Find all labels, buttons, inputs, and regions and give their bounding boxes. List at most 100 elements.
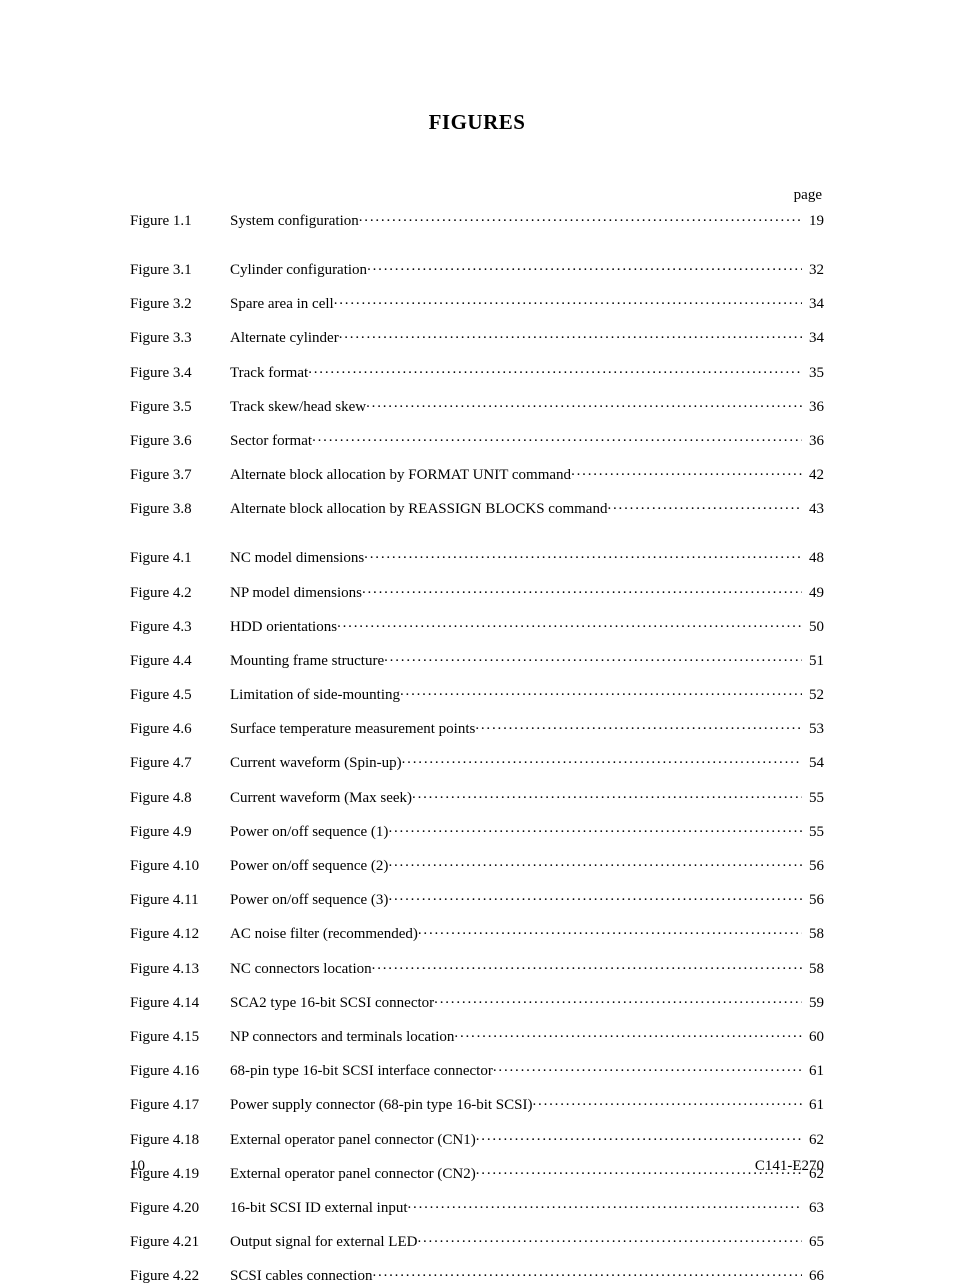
toc-row: Figure 3.2Spare area in cell 34: [130, 293, 824, 312]
figure-label: Figure 4.14: [130, 996, 230, 1011]
toc-row: Figure 4.8Current waveform (Max seek) 55: [130, 787, 824, 806]
toc-row: Figure 4.9Power on/off sequence (1)55: [130, 821, 824, 840]
dot-leader: [372, 958, 802, 973]
footer-doc-id: C141-E270: [755, 1158, 824, 1175]
figure-label: Figure 3.4: [130, 366, 230, 381]
figure-title: Mounting frame structure: [230, 654, 384, 669]
dot-leader: [334, 293, 802, 308]
figure-label: Figure 4.17: [130, 1098, 230, 1113]
figure-label: Figure 4.12: [130, 927, 230, 942]
toc-row: Figure 4.14SCA2 type 16-bit SCSI connect…: [130, 992, 824, 1011]
figure-page: 34: [802, 297, 824, 312]
dot-leader: [407, 1197, 802, 1212]
figure-label: Figure 4.15: [130, 1030, 230, 1045]
toc-row: Figure 4.17Power supply connector (68-pi…: [130, 1094, 824, 1113]
figure-title: 16-bit SCSI ID external input: [230, 1201, 407, 1216]
dot-leader: [359, 210, 802, 225]
figure-label: Figure 4.9: [130, 825, 230, 840]
toc-row: Figure 4.10Power on/off sequence (2)56: [130, 855, 824, 874]
figure-page: 51: [802, 654, 824, 669]
dot-leader: [417, 1231, 802, 1246]
figure-title: Current waveform (Spin-up): [230, 756, 402, 771]
figure-page: 58: [802, 927, 824, 942]
dot-leader: [454, 1026, 802, 1041]
dot-leader: [493, 1060, 802, 1075]
figure-title: System configuration: [230, 214, 359, 229]
figure-page: 42: [802, 468, 824, 483]
figure-page: 56: [802, 893, 824, 908]
figure-title: Current waveform (Max seek): [230, 791, 412, 806]
figure-title: Power on/off sequence (2): [230, 859, 388, 874]
figure-page: 65: [802, 1235, 824, 1250]
page-title: FIGURES: [130, 110, 824, 135]
figure-page: 36: [802, 400, 824, 415]
figure-page: 55: [802, 825, 824, 840]
figure-title: Track format: [230, 366, 308, 381]
figure-page: 55: [802, 791, 824, 806]
figure-label: Figure 4.16: [130, 1064, 230, 1079]
dot-leader: [384, 650, 802, 665]
figure-label: Figure 3.1: [130, 263, 230, 278]
figure-title: Cylinder configuration: [230, 263, 367, 278]
figure-title: NC model dimensions: [230, 551, 364, 566]
figure-page: 53: [802, 722, 824, 737]
figure-label: Figure 4.2: [130, 586, 230, 601]
figure-label: Figure 4.5: [130, 688, 230, 703]
dot-leader: [308, 362, 802, 377]
figure-title: Spare area in cell: [230, 297, 334, 312]
figure-label: Figure 4.20: [130, 1201, 230, 1216]
dot-leader: [476, 1129, 802, 1144]
toc-row: Figure 3.1Cylinder configuration 32: [130, 259, 824, 278]
figure-title: NC connectors location: [230, 962, 372, 977]
toc-row: Figure 4.3HDD orientations50: [130, 616, 824, 635]
toc-row: Figure 3.4Track format35: [130, 362, 824, 381]
toc-row: Figure 4.4Mounting frame structure51: [130, 650, 824, 669]
figure-label: Figure 4.13: [130, 962, 230, 977]
toc-row: Figure 4.13NC connectors location 58: [130, 958, 824, 977]
figure-label: Figure 4.6: [130, 722, 230, 737]
toc-row: Figure 4.2NP model dimensions49: [130, 582, 824, 601]
figure-page: 58: [802, 962, 824, 977]
toc-row: Figure 4.21Output signal for external LE…: [130, 1231, 824, 1250]
dot-leader: [402, 752, 802, 767]
toc-row: Figure 4.22SCSI cables connection66: [130, 1265, 824, 1284]
figure-title: Limitation of side-mounting: [230, 688, 400, 703]
figure-label: Figure 3.2: [130, 297, 230, 312]
figure-label: Figure 3.8: [130, 502, 230, 517]
figure-label: Figure 1.1: [130, 214, 230, 229]
dot-leader: [367, 259, 802, 274]
figure-page: 19: [802, 214, 824, 229]
toc-row: Figure 4.15NP connectors and terminals l…: [130, 1026, 824, 1045]
figure-page: 56: [802, 859, 824, 874]
figure-label: Figure 4.8: [130, 791, 230, 806]
figure-page: 32: [802, 263, 824, 278]
dot-leader: [366, 396, 802, 411]
figure-label: Figure 3.3: [130, 331, 230, 346]
figure-page: 48: [802, 551, 824, 566]
figure-page: 52: [802, 688, 824, 703]
dot-leader: [418, 923, 802, 938]
figure-title: Alternate block allocation by REASSIGN B…: [230, 502, 607, 517]
toc-row: Figure 3.6Sector format36: [130, 430, 824, 449]
footer-page-number: 10: [130, 1158, 145, 1175]
toc-row: Figure 3.7Alternate block allocation by …: [130, 464, 824, 483]
figure-page: 36: [802, 434, 824, 449]
figure-title: NP model dimensions: [230, 586, 362, 601]
figure-label: Figure 3.7: [130, 468, 230, 483]
figure-title: AC noise filter (recommended): [230, 927, 418, 942]
figure-page: 54: [802, 756, 824, 771]
figure-page: 59: [802, 996, 824, 1011]
page-column-label: page: [130, 187, 824, 204]
toc-row: Figure 4.5Limitation of side-mounting 52: [130, 684, 824, 703]
figure-title: Power on/off sequence (3): [230, 893, 388, 908]
toc-row: Figure 3.5Track skew/head skew36: [130, 396, 824, 415]
figure-page: 61: [802, 1098, 824, 1113]
toc-row: Figure 3.3Alternate cylinder34: [130, 327, 824, 346]
figure-page: 43: [802, 502, 824, 517]
toc-row: Figure 1.1System configuration 19: [130, 210, 824, 229]
dot-leader: [312, 430, 802, 445]
figure-label: Figure 4.1: [130, 551, 230, 566]
dot-leader: [434, 992, 802, 1007]
dot-leader: [362, 582, 802, 597]
figure-page: 63: [802, 1201, 824, 1216]
